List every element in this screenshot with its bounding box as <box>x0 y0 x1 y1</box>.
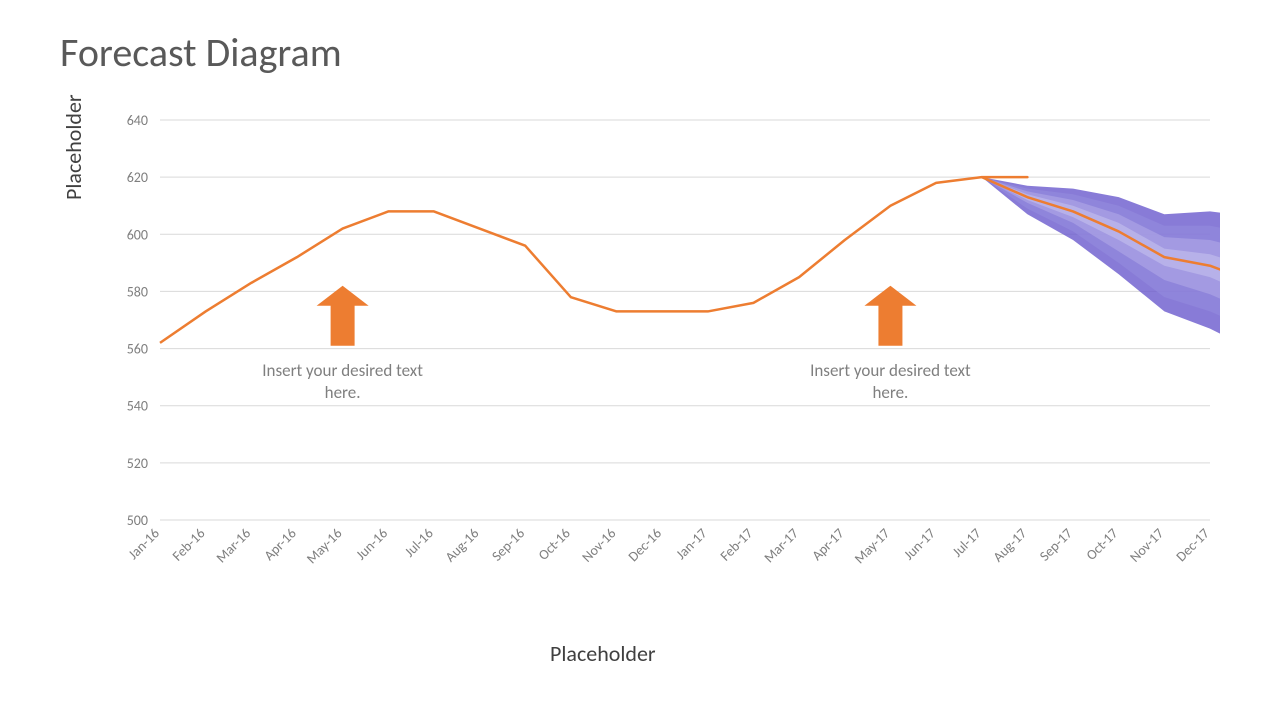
svg-text:Sep-17: Sep-17 <box>1036 525 1076 565</box>
svg-text:Dec-16: Dec-16 <box>625 525 665 565</box>
svg-text:560: 560 <box>127 341 148 358</box>
svg-text:Oct-16: Oct-16 <box>535 525 574 564</box>
svg-text:620: 620 <box>127 169 148 186</box>
callout-text: Insert your desired text here. <box>790 360 990 404</box>
svg-text:Nov-17: Nov-17 <box>1126 525 1167 566</box>
svg-text:Jul-17: Jul-17 <box>949 525 985 561</box>
svg-text:Feb-16: Feb-16 <box>169 525 209 565</box>
svg-text:Aug-16: Aug-16 <box>442 525 483 566</box>
arrow-up-icon <box>864 286 916 346</box>
x-axis-title: Placeholder <box>550 640 656 667</box>
svg-text:Jan-16: Jan-16 <box>125 525 163 563</box>
svg-text:Oct-17: Oct-17 <box>1083 525 1122 564</box>
svg-text:540: 540 <box>127 398 148 415</box>
svg-text:Jan-17: Jan-17 <box>672 525 710 563</box>
svg-text:600: 600 <box>127 226 148 243</box>
svg-text:Mar-17: Mar-17 <box>761 525 802 566</box>
svg-text:May-16: May-16 <box>303 525 345 567</box>
svg-text:Jun-17: Jun-17 <box>900 525 939 564</box>
svg-text:Jun-16: Jun-16 <box>352 525 391 564</box>
slide-title: Forecast Diagram <box>60 28 342 77</box>
svg-text:Sep-16: Sep-16 <box>488 525 528 565</box>
svg-text:640: 640 <box>127 112 148 129</box>
arrow-up-icon <box>317 286 369 346</box>
svg-text:Nov-16: Nov-16 <box>578 525 619 566</box>
y-axis-title: Placeholder <box>60 94 87 200</box>
svg-text:Dec-17: Dec-17 <box>1173 525 1213 565</box>
svg-text:520: 520 <box>127 455 148 472</box>
svg-text:580: 580 <box>127 283 148 300</box>
svg-text:Mar-16: Mar-16 <box>213 525 254 566</box>
svg-text:500: 500 <box>127 512 148 529</box>
callout-text: Insert your desired text here. <box>243 360 443 404</box>
svg-text:May-17: May-17 <box>851 525 893 567</box>
svg-text:Apr-17: Apr-17 <box>808 525 847 564</box>
svg-text:Feb-17: Feb-17 <box>717 525 757 565</box>
slide: Forecast Diagram 500 520 540 560 580 600 620 64… <box>0 0 1280 720</box>
svg-text:Jul-16: Jul-16 <box>401 525 437 561</box>
svg-text:Aug-17: Aug-17 <box>990 525 1031 566</box>
forecast-chart: 500520540560580600620640Jan-16Feb-16Mar-… <box>90 110 1220 630</box>
svg-text:Apr-16: Apr-16 <box>261 525 300 564</box>
